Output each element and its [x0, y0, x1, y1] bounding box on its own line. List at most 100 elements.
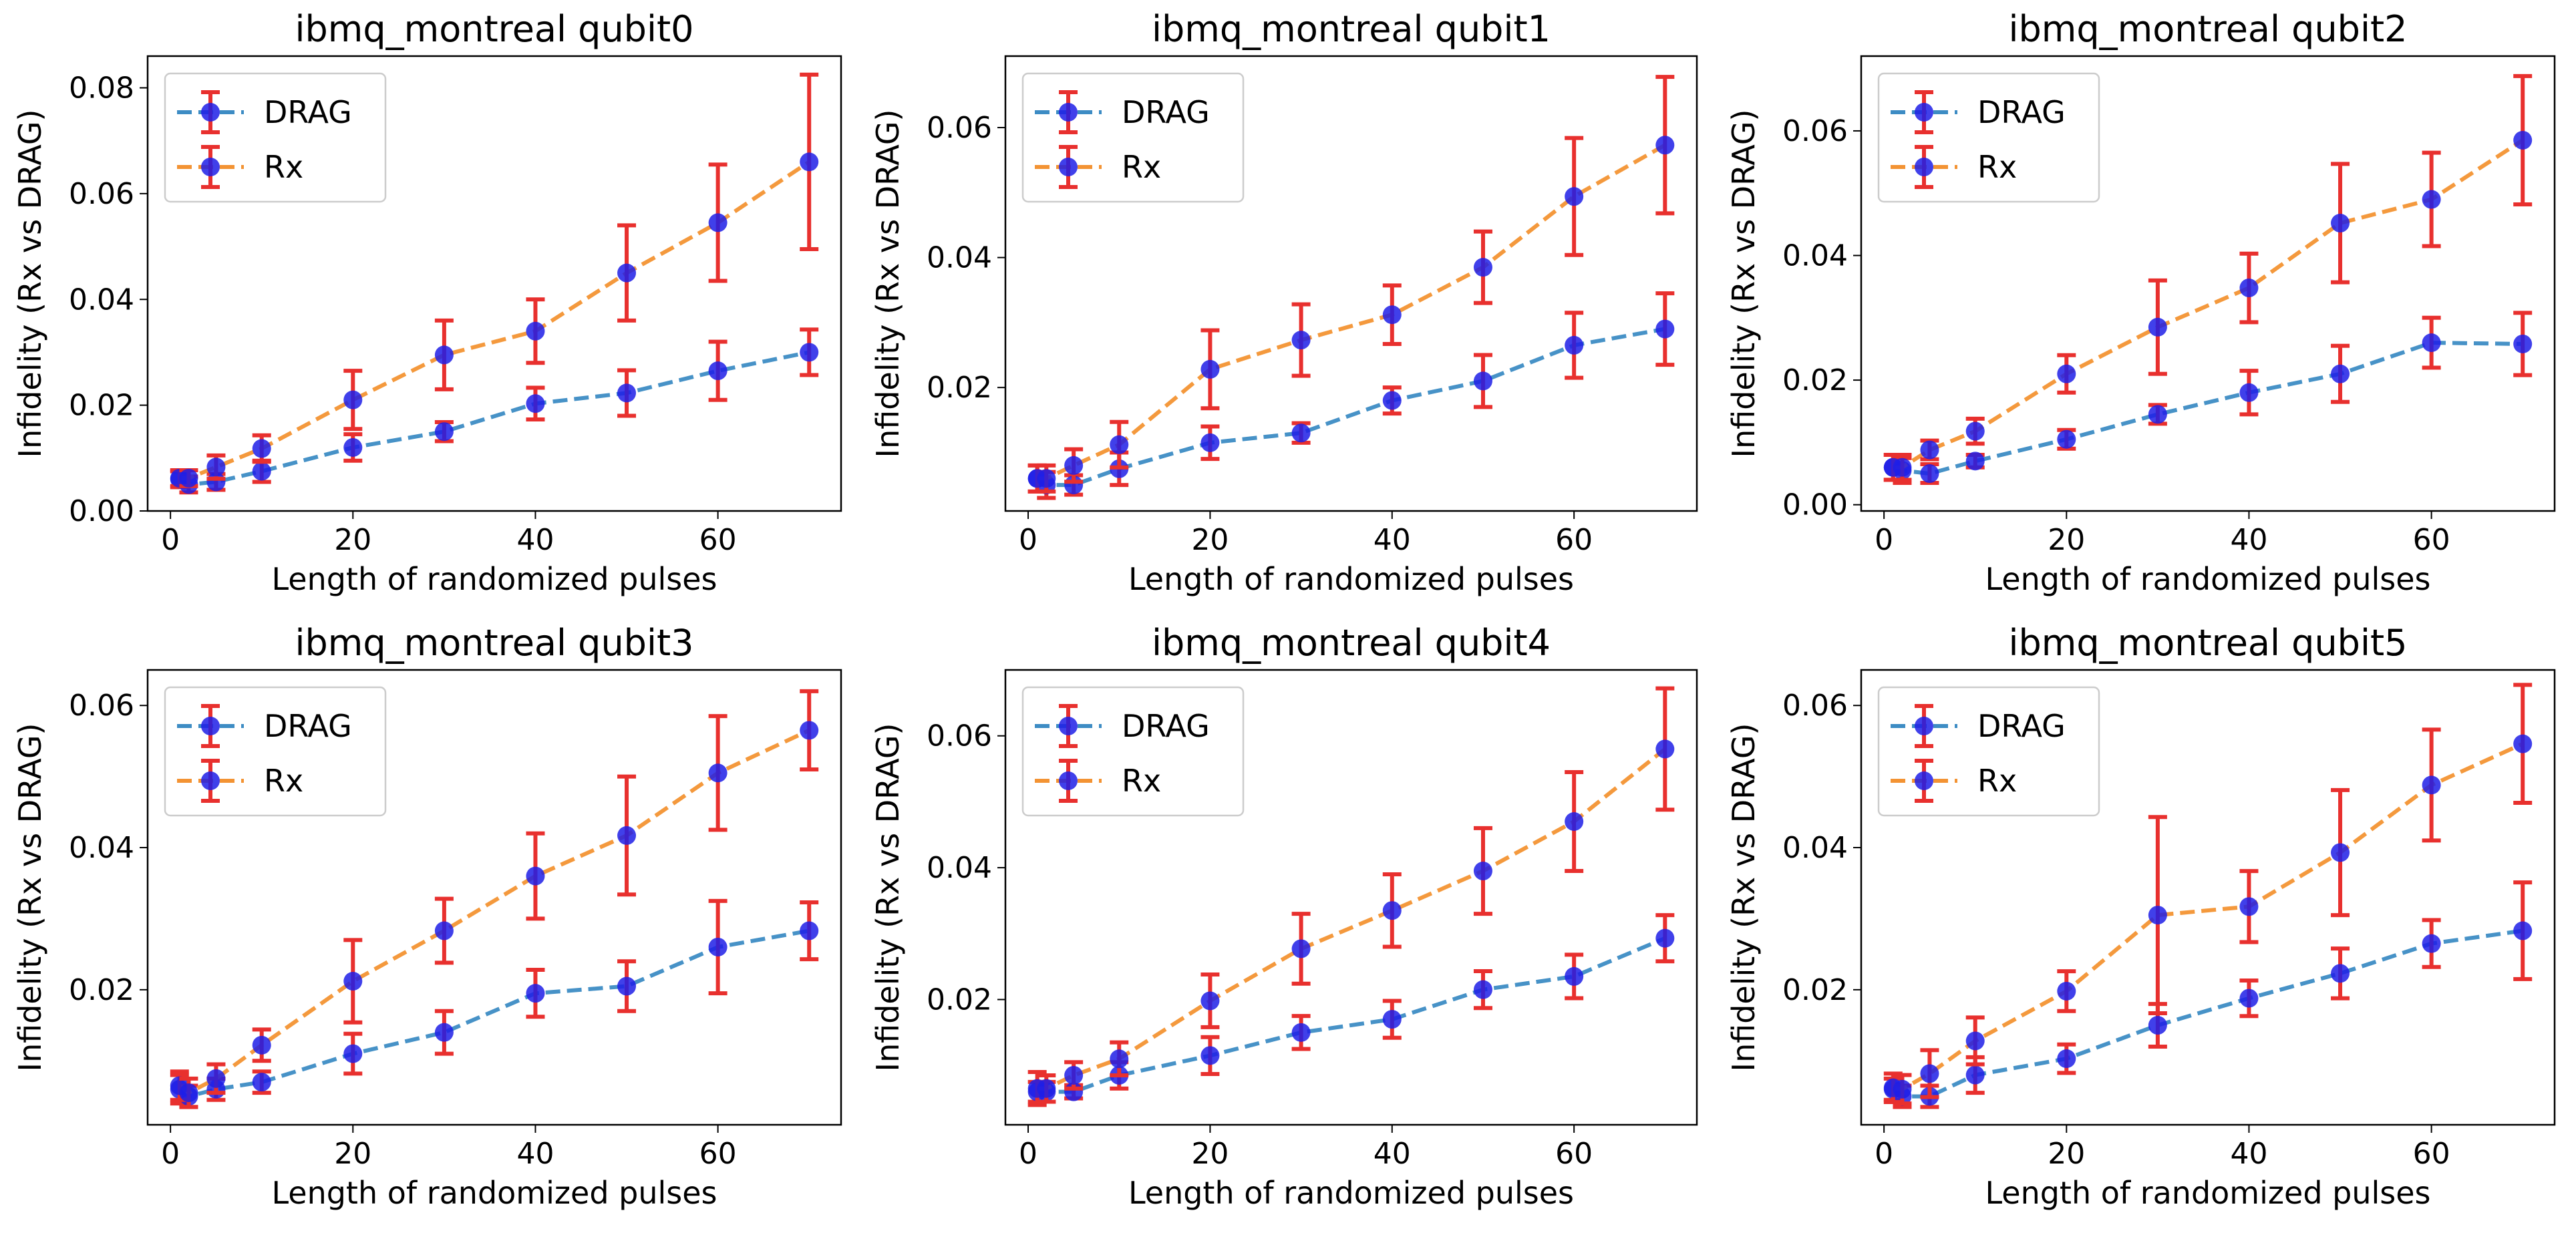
legend-label-drag: DRAG [1122, 94, 1210, 130]
y-tick-label: 0.04 [1782, 239, 1848, 273]
data-point-rx [1965, 421, 1985, 441]
data-point-drag [343, 437, 363, 457]
data-point-drag [2331, 964, 2350, 983]
data-point-rx [179, 1083, 198, 1103]
subplot-title: ibmq_montreal qubit5 [2008, 622, 2407, 664]
y-tick-label: 0.04 [1782, 831, 1848, 865]
legend-label-rx: Rx [264, 763, 303, 799]
x-axis-label: Length of randomized pulses [1128, 1175, 1574, 1211]
data-point-rx [434, 921, 454, 940]
data-point-rx [206, 1069, 226, 1088]
legend-marker [201, 103, 220, 122]
x-tick-label: 0 [1019, 523, 1037, 557]
x-tick-label: 40 [1374, 523, 1411, 557]
data-point-drag [1382, 391, 1402, 410]
series-line-drag [178, 928, 810, 1099]
legend-marker [1059, 158, 1078, 176]
y-tick-label: 0.02 [1782, 973, 1848, 1007]
data-point-rx [343, 390, 363, 409]
data-point-rx [2057, 364, 2076, 383]
data-point-rx [2513, 130, 2533, 150]
x-tick-label: 60 [1555, 523, 1593, 557]
data-point-drag [1291, 423, 1311, 443]
axes-frame [146, 669, 842, 1126]
data-point-rx [2148, 906, 2167, 925]
series-line-drag [1037, 936, 1666, 1094]
data-point-rx [1565, 812, 1584, 831]
plot-area [1883, 73, 2533, 486]
y-tick-label: 0.06 [927, 111, 992, 145]
y-axis-label: Infidelity (Rx vs DRAG) [1726, 723, 1762, 1072]
x-tick-label: 40 [2230, 523, 2267, 557]
data-point-drag [1473, 980, 1492, 999]
legend-label-rx: Rx [1122, 763, 1161, 799]
data-point-rx [252, 1035, 271, 1055]
x-axis-label: Length of randomized pulses [1985, 1175, 2430, 1211]
subplot-title: ibmq_montreal qubit3 [295, 622, 693, 664]
data-point-drag [2148, 405, 2167, 424]
data-point-rx [1110, 435, 1129, 454]
data-point-drag [1200, 1046, 1220, 1065]
plot-area [1027, 686, 1675, 1107]
data-point-rx [617, 826, 637, 845]
data-point-rx [1893, 458, 1912, 477]
x-tick-label: 0 [1875, 523, 1893, 557]
legend-box [1021, 72, 1245, 203]
series-line-drag [1035, 327, 1665, 488]
data-point-rx [1110, 1049, 1129, 1069]
plot-area [1883, 683, 2533, 1109]
data-point-drag [2513, 334, 2533, 353]
data-point-rx [2239, 897, 2259, 916]
data-point-drag [1965, 1065, 1985, 1085]
data-point-rx [1200, 359, 1220, 379]
legend-marker [201, 771, 220, 790]
data-point-drag [617, 976, 637, 996]
data-point-drag [2422, 934, 2441, 953]
data-point-drag [2148, 1016, 2167, 1035]
legend-box [1021, 686, 1245, 817]
x-axis-label: Length of randomized pulses [1128, 561, 1574, 597]
data-point-rx [1473, 258, 1492, 277]
x-tick-label: 40 [1374, 1137, 1411, 1171]
y-axis-label: Infidelity (Rx vs DRAG) [870, 723, 906, 1072]
y-tick-label: 0.02 [1782, 363, 1848, 397]
legend-box [1877, 686, 2100, 817]
data-point-rx [1655, 136, 1675, 155]
legend-marker [1915, 717, 1933, 735]
y-tick-label: 0.02 [69, 973, 134, 1007]
axes-frame [1004, 669, 1698, 1126]
legend-box [164, 686, 387, 817]
y-tick-label: 0.00 [1782, 488, 1848, 522]
legend-label-rx: Rx [1977, 763, 2017, 799]
data-point-rx [617, 263, 637, 283]
y-tick-label: 0.06 [1782, 114, 1848, 148]
x-axis-label: Length of randomized pulses [1985, 561, 2430, 597]
plot-area [170, 689, 819, 1109]
series-line-rx [1037, 143, 1666, 481]
subplot-3: ibmq_montreal qubit3 Length of randomized… [12, 622, 842, 1211]
data-point-drag [434, 422, 454, 441]
data-point-rx [206, 458, 226, 477]
y-tick-label: 0.02 [927, 371, 992, 405]
data-point-rx [2422, 190, 2441, 209]
legend-marker [201, 158, 220, 176]
data-point-drag [708, 361, 728, 381]
data-point-rx [1655, 739, 1675, 759]
plot-area [170, 72, 819, 495]
data-point-rx [1037, 1079, 1056, 1098]
data-point-drag [1200, 433, 1220, 452]
data-point-drag [1291, 1023, 1311, 1042]
subplot-0: ibmq_montreal qubit0 Length of randomized… [12, 8, 842, 597]
y-axis-label: Infidelity (Rx vs DRAG) [12, 110, 48, 458]
series-line-rx [1893, 138, 2524, 470]
data-point-rx [2422, 775, 2441, 795]
x-tick-label: 40 [516, 1137, 554, 1171]
x-tick-label: 0 [161, 523, 180, 557]
y-axis-label: Infidelity (Rx vs DRAG) [870, 110, 906, 458]
y-tick-label: 0.06 [69, 689, 134, 723]
data-point-rx [708, 763, 728, 783]
subplot-title: ibmq_montreal qubit0 [295, 8, 693, 50]
data-point-rx [1037, 469, 1056, 488]
legend-marker [1059, 103, 1078, 122]
series-line-drag [178, 350, 810, 487]
